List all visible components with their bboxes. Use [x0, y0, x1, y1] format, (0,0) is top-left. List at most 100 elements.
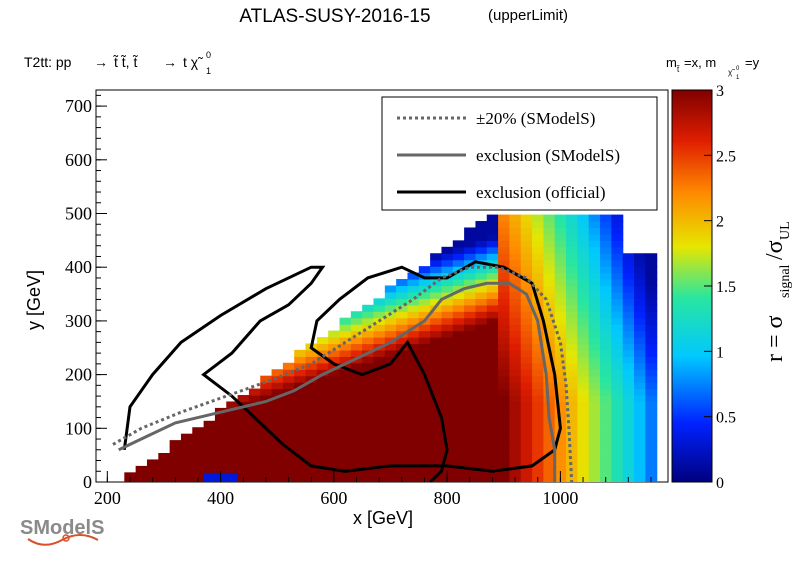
heatmap-cell [566, 375, 578, 383]
heatmap-cell [554, 246, 567, 254]
heatmap-cell [645, 279, 658, 287]
heatmap-cell [203, 465, 216, 473]
heatmap-cell [430, 266, 443, 274]
heatmap-cell [452, 459, 465, 467]
heatmap-cell [350, 395, 363, 403]
heatmap-cell [498, 382, 511, 390]
heatmap-cell [384, 298, 397, 306]
colorbar-tick-label: 1.5 [716, 279, 736, 296]
heatmap-cell [520, 324, 533, 332]
heatmap-cell [418, 459, 431, 467]
heatmap-cell [532, 472, 545, 480]
heatmap-cell [634, 388, 646, 396]
heatmap-cell [248, 465, 261, 473]
logo-text: SModelS [20, 517, 104, 539]
heatmap-cell [509, 369, 522, 377]
heatmap-cell [532, 253, 545, 261]
heatmap-cell [566, 285, 578, 293]
heatmap-cell [532, 401, 545, 409]
heatmap-cell [282, 362, 295, 370]
heatmap-cell [520, 427, 533, 435]
heatmap-cell [441, 433, 454, 441]
heatmap-cell [622, 465, 635, 473]
heatmap-cell [622, 272, 635, 280]
heatmap-cell [418, 433, 431, 441]
heatmap-cell [407, 291, 420, 299]
heatmap-cell [452, 414, 465, 422]
heatmap-cell [532, 343, 545, 351]
heatmap-cell [611, 343, 624, 351]
heatmap-cell [588, 343, 601, 351]
heatmap-cell [600, 459, 612, 467]
heatmap-cell [498, 227, 511, 235]
heatmap-cell [452, 324, 465, 332]
heatmap-cell [373, 369, 386, 377]
heatmap-cell [577, 240, 590, 248]
heatmap-cell [486, 465, 499, 473]
heatmap-cell [588, 440, 601, 448]
heatmap-cell [577, 279, 590, 287]
heatmap-cell [600, 337, 612, 345]
heatmap-cell [158, 459, 171, 467]
heatmap-cell [362, 446, 375, 454]
heatmap-cell [282, 375, 295, 383]
heatmap-cell [407, 317, 420, 325]
heatmap-cell [248, 427, 261, 435]
heatmap-cell [566, 259, 578, 267]
heatmap-cell [464, 291, 477, 299]
heatmap-cell [498, 285, 511, 293]
heatmap-cell [588, 382, 601, 390]
heatmap-cell [486, 259, 499, 267]
heatmap-cell [577, 330, 590, 338]
heatmap-cell [600, 285, 612, 293]
heatmap-cell [634, 298, 646, 306]
heatmap-cell [634, 330, 646, 338]
heatmap-cell [192, 427, 205, 435]
heatmap-cell [645, 440, 658, 448]
heatmap-cell [396, 311, 409, 319]
heatmap-cell [554, 343, 567, 351]
series-line-2 [112, 265, 574, 482]
heatmap-cell [328, 362, 341, 370]
legend-label-official: exclusion (official) [476, 183, 606, 202]
heatmap-cell [600, 233, 612, 241]
heatmap-cell [588, 427, 601, 435]
heatmap-cell [441, 349, 454, 357]
heatmap-cell [282, 395, 295, 403]
heatmap-cell [214, 446, 227, 454]
heatmap-cell [260, 472, 273, 480]
heatmap-cell [316, 395, 329, 403]
heatmap-cell [407, 446, 420, 454]
heatmap-cell [237, 395, 250, 403]
heatmap-cell [452, 472, 465, 480]
heatmap-cell [373, 427, 386, 435]
heatmap-cell [588, 304, 601, 312]
heatmap-cell [464, 330, 477, 338]
heatmap-cell [271, 401, 284, 409]
heatmap-cell [509, 395, 522, 403]
heatmap-cell [464, 395, 477, 403]
heatmap-cell [373, 324, 386, 332]
heatmap-cell [645, 317, 658, 325]
heatmap-cell [611, 324, 624, 332]
heatmap-cell [396, 401, 409, 409]
heatmap-cell [543, 317, 556, 325]
heatmap-cell [248, 478, 261, 482]
heatmap-cell [418, 407, 431, 415]
heatmap-cell [509, 343, 522, 351]
heatmap-cell [362, 388, 375, 396]
heatmap-cell [611, 478, 624, 482]
heatmap-cell [554, 362, 567, 370]
heatmap-cell [577, 214, 590, 222]
heatmap-cell [203, 459, 216, 467]
heatmap-cell [611, 375, 624, 383]
heatmap-cell [328, 369, 341, 377]
heatmap-cell [158, 453, 171, 461]
heatmap-cell [226, 465, 239, 473]
heatmap-cell [248, 453, 261, 461]
heatmap-cell [622, 317, 635, 325]
heatmap-cell [464, 253, 477, 261]
heatmap-cell [566, 420, 578, 428]
heatmap-cell [384, 395, 397, 403]
heatmap-cell [350, 337, 363, 345]
